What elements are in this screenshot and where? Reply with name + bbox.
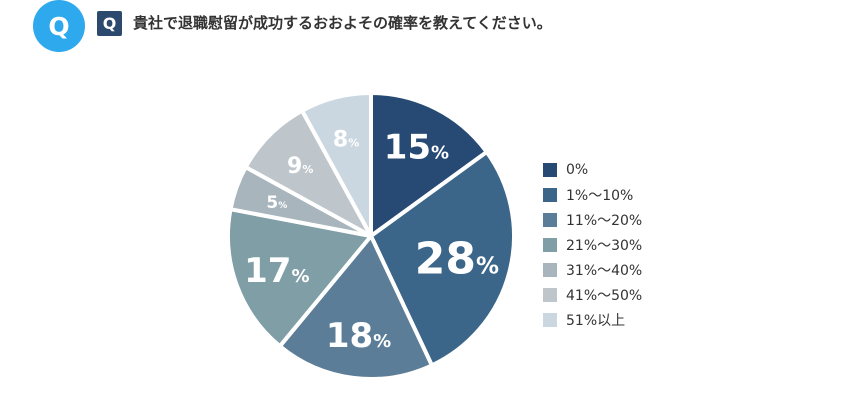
slice-data-label: 15% [384,128,449,168]
legend-swatch [543,187,557,202]
legend-label: 31%～40% [566,262,643,279]
legend-swatch [543,287,557,302]
legend-label: 21%～30% [566,237,643,254]
pie-slice [277,234,434,381]
question-header: Q Q 貴社で退職慰留が成功するおおよその確率を教えてください。 [0,0,864,52]
pie-slice [300,91,373,238]
slice-data-label: 17% [244,251,309,291]
legend-label: 41%～50% [566,287,643,304]
legend-swatch [543,312,557,327]
q-square-badge: Q [97,11,122,36]
legend-item: 0% [543,157,642,182]
legend-swatch [543,212,557,227]
slice-data-label: 18% [326,316,391,356]
legend-item: 11%～20% [543,207,642,232]
slice-data-label: 28% [415,233,499,284]
legend-item: 41%～50% [543,282,642,307]
legend-label: 11%～20% [566,212,643,229]
chart-legend: 0% 1%～10% 11%～20% 21%～30% 31%～40% 41%～50% 51%以… [543,157,642,332]
legend-swatch [543,262,557,277]
legend-label: 1%～10% [566,187,634,204]
slice-data-label: 9% [287,154,313,179]
legend-swatch [543,162,557,177]
legend-item: 31%～40% [543,257,642,282]
pie-slice [369,91,489,238]
legend-item: 51%以上 [543,307,642,332]
legend-swatch [543,237,557,252]
question-text: 貴社で退職慰留が成功するおおよその確率を教えてください。 [133,14,552,32]
q-circle-badge: Q [33,0,85,52]
legend-item: 21%～30% [543,232,642,257]
legend-label: 51%以上 [566,312,626,329]
legend-label: 0% [566,161,589,178]
pie-slice [226,207,373,349]
pie-slice [369,149,516,368]
slice-data-label: 8% [333,128,359,153]
legend-item: 1%～10% [543,182,642,207]
slice-data-label: 5% [266,193,287,213]
